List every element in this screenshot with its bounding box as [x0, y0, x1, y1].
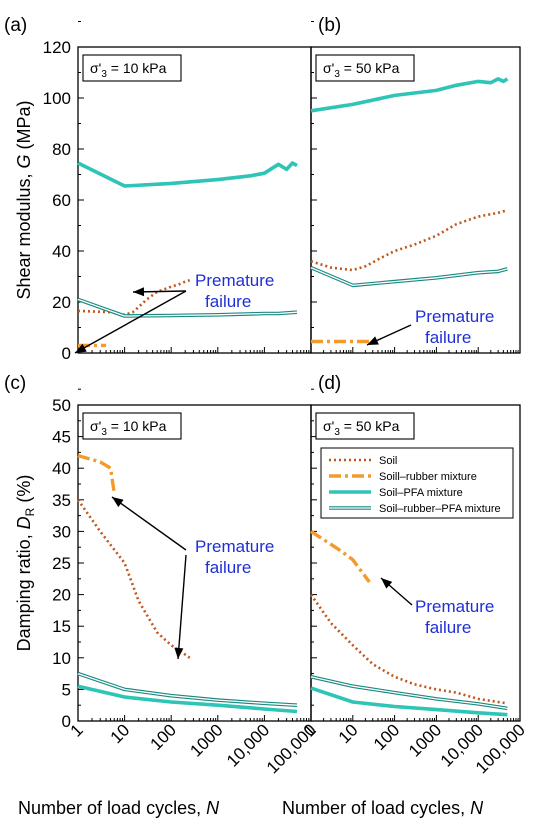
legend: Soil Soill–rubber mixture Soil–PFA mixture…	[320, 447, 514, 519]
premature-failure-label: failure	[425, 328, 471, 347]
series-line-soil	[309, 593, 508, 705]
y-tick-label: 60	[52, 191, 71, 210]
y-tick-label: 20	[52, 293, 71, 312]
y-tick-label: 30	[52, 522, 71, 541]
x-tick-label: 100	[370, 720, 403, 753]
premature-failure-label: failure	[205, 292, 251, 311]
annotation-arrow-head	[75, 343, 87, 353]
annotation-arrow	[177, 554, 187, 660]
y-tick-label: 80	[52, 140, 71, 159]
condition-label: σ'3 = 50 kPa	[323, 60, 400, 80]
series-line-pfa	[77, 161, 298, 188]
series-line-pfa	[310, 77, 509, 113]
annotation-arrow-head	[367, 336, 379, 345]
annotation-arrow-head	[112, 497, 124, 508]
plot-frame	[77, 46, 312, 354]
panel-tag: (a)	[4, 15, 27, 36]
y-axis-title: Shear modulus, G (MPa)	[14, 100, 34, 299]
panel-tag: (c)	[4, 373, 26, 394]
series-line-rubber	[77, 453, 116, 494]
condition-label: σ'3 = 10 kPa	[90, 418, 167, 438]
annotation-arrow-head	[133, 287, 145, 297]
y-tick-label: 100	[43, 89, 71, 108]
plot-frame	[77, 404, 312, 722]
y-tick-label: 5	[62, 680, 71, 699]
annotation-arrow	[74, 290, 187, 354]
series-line-rubber_pfa-inner	[310, 267, 508, 287]
y-tick-label: 50	[52, 396, 71, 415]
x-tick-label: 10	[107, 720, 134, 747]
series-line-rubber_pfa	[310, 265, 508, 288]
x-tick-label: 1000	[186, 720, 226, 760]
y-tick-label: 0	[62, 344, 71, 363]
x-tick-label: 100	[147, 720, 180, 753]
y-tick-label: 120	[43, 38, 71, 57]
condition-box	[82, 54, 182, 82]
y-tick-label: 45	[52, 428, 71, 447]
condition-label: σ'3 = 10 kPa	[90, 60, 167, 80]
legend-label: Soil	[379, 455, 397, 467]
condition-box	[315, 54, 415, 82]
series-line-rubber_pfa-inner	[77, 298, 298, 317]
series-line-rubber_pfa	[77, 671, 298, 707]
y-tick-label: 15	[52, 617, 71, 636]
panel-tag: (d)	[318, 373, 341, 394]
series-line-soil	[310, 208, 508, 272]
premature-failure-label: failure	[425, 618, 471, 637]
series-line-soil	[76, 499, 191, 659]
premature-failure-label: Premature	[195, 537, 274, 556]
panel-tag: (b)	[318, 15, 341, 36]
premature-failure-label: failure	[205, 558, 251, 577]
series-line-pfa	[310, 686, 508, 717]
legend-label: Soil–PFA mixture	[379, 487, 463, 499]
y-tick-label: 0	[62, 712, 71, 731]
y-tick-label: 10	[52, 649, 71, 668]
annotation-arrow-head	[174, 647, 184, 659]
y-tick-label: 25	[52, 554, 71, 573]
x-tick-label: 10	[335, 720, 362, 747]
series-line-rubber_pfa-inner	[77, 672, 298, 706]
panel-b: σ'3 = 50 kPa (b)	[310, 15, 521, 354]
x-tick-label: 1	[67, 720, 87, 740]
series-line-rubber	[310, 529, 371, 584]
y-tick-label: 40	[52, 459, 71, 478]
condition-box	[82, 412, 182, 440]
premature-failure-label: Premature	[415, 597, 494, 616]
premature-failure-label: Premature	[415, 307, 494, 326]
series-line-rubber_pfa-inner	[310, 676, 508, 710]
annotation-arrow-head	[381, 578, 393, 589]
panel-a: 0 20 40 60 80 100 120 σ'3 = 10 kPa (a)	[4, 15, 312, 363]
series-line-pfa	[77, 684, 298, 714]
legend-label: Soill–rubber mixture	[379, 471, 477, 483]
annotation-arrow	[111, 496, 187, 551]
y-tick-label: 35	[52, 491, 71, 510]
y-tick-label: 40	[52, 242, 71, 261]
y-tick-label: 20	[52, 586, 71, 605]
legend-label: Soil–rubber–PFA mixture	[379, 503, 501, 515]
condition-label: σ'3 = 50 kPa	[323, 418, 400, 438]
y-axis-title: Damping ratio, DR (%)	[14, 475, 37, 652]
x-axis-title: Number of load cycles, N	[282, 798, 484, 818]
x-axis-title: Number of load cycles, N	[18, 798, 220, 818]
premature-failure-label: Premature	[195, 271, 274, 290]
condition-box	[315, 412, 415, 440]
